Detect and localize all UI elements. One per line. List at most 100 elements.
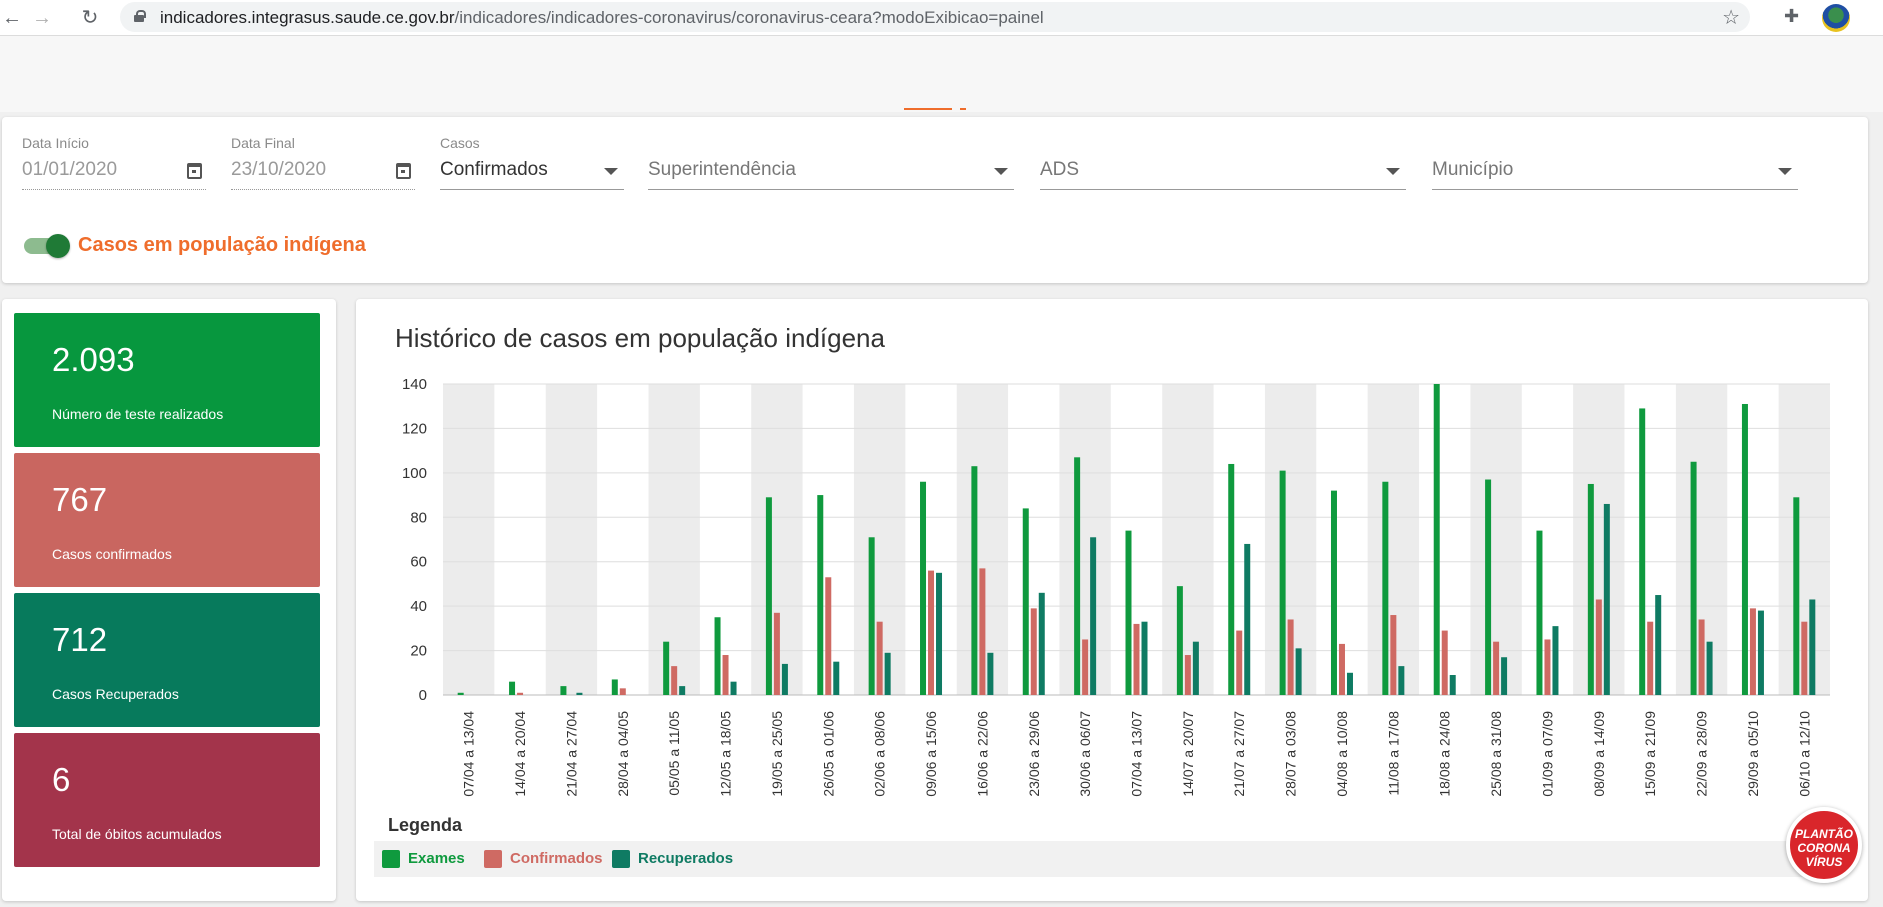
calendar-icon[interactable] — [396, 163, 411, 179]
x-tick-label: 12/05 a 18/05 — [718, 711, 734, 797]
superintendencia-placeholder[interactable]: Superintendência — [648, 159, 796, 180]
municipio-label-spacer — [1432, 135, 1798, 153]
bar-confirmados — [1595, 599, 1602, 695]
bar-recuperados — [1346, 672, 1353, 695]
indigenous-toggle[interactable] — [24, 234, 70, 258]
card-value: 712 — [52, 621, 108, 658]
bar-confirmados — [825, 577, 832, 695]
toggle-knob[interactable] — [46, 234, 70, 258]
bar-recuperados — [936, 572, 943, 695]
page-header-strip — [0, 36, 1883, 112]
bar-confirmados — [1493, 641, 1500, 695]
profile-avatar[interactable] — [1822, 4, 1850, 32]
chevron-down-icon[interactable] — [1778, 168, 1792, 175]
data-inicio-label: Data Início — [22, 135, 89, 151]
casos-value[interactable]: Confirmados — [440, 159, 548, 180]
x-tick-label: 26/05 a 01/06 — [820, 711, 836, 797]
superintendencia-select[interactable]: Superintendência — [648, 135, 1014, 190]
chart-band — [443, 384, 495, 695]
chart-band — [648, 384, 700, 695]
back-arrow-icon[interactable]: ← — [2, 7, 22, 29]
bookmark-star-icon[interactable]: ☆ — [1722, 7, 1740, 29]
casos-select[interactable]: Casos Confirmados — [440, 135, 624, 190]
bar-exames — [1587, 483, 1594, 695]
legend-swatch — [612, 850, 630, 868]
ads-label-spacer — [1040, 135, 1406, 153]
bar-exames — [920, 481, 927, 695]
extensions-puzzle-icon[interactable]: ✚ — [1784, 6, 1800, 26]
x-tick-label: 29/09 a 05/10 — [1745, 711, 1761, 797]
municipio-select[interactable]: Município — [1432, 135, 1798, 190]
header-accent-line — [904, 108, 952, 110]
toggle-label[interactable]: Casos em população indígena — [78, 234, 366, 256]
chevron-down-icon[interactable] — [604, 168, 618, 175]
y-tick-label: 60 — [410, 554, 427, 571]
card-label: Casos confirmados — [52, 546, 172, 562]
y-tick-label: 80 — [410, 509, 427, 526]
calendar-icon[interactable] — [187, 163, 202, 179]
bar-recuperados — [1706, 641, 1713, 695]
bar-recuperados — [576, 692, 583, 695]
ads-placeholder[interactable]: ADS — [1040, 159, 1080, 180]
bar-exames — [1330, 490, 1337, 695]
filters-panel: Data Início 01/01/2020 Data Final 23/10/… — [2, 117, 1868, 283]
y-tick-label: 20 — [410, 643, 427, 660]
bar-recuperados — [1501, 657, 1508, 695]
ads-select[interactable]: ADS — [1040, 135, 1406, 190]
card-recuperados: 712 Casos Recuperados — [14, 593, 320, 727]
y-tick-label: 0 — [419, 687, 427, 704]
address-bar[interactable]: indicadores.integrasus.saude.ce.gov.br/i… — [120, 2, 1750, 32]
bar-confirmados — [1082, 639, 1089, 695]
bar-recuperados — [1038, 592, 1045, 695]
x-tick-label: 16/06 a 22/06 — [974, 711, 990, 797]
chart-panel: Histórico de casos em população indígena… — [356, 299, 1868, 901]
bar-recuperados — [1603, 503, 1610, 695]
chart-band — [545, 384, 598, 695]
bar-exames — [1741, 403, 1748, 695]
chevron-down-icon[interactable] — [1386, 168, 1400, 175]
bar-confirmados — [1647, 621, 1654, 695]
url-text[interactable]: indicadores.integrasus.saude.ce.gov.br/i… — [160, 8, 1044, 28]
y-tick-label: 40 — [410, 598, 427, 615]
legend-label: Confirmados — [510, 850, 603, 867]
x-tick-label: 23/06 a 29/06 — [1026, 711, 1042, 797]
url-host: indicadores.integrasus.saude.ce.gov.br — [160, 8, 455, 27]
data-final-label: Data Final — [231, 135, 295, 151]
x-tick-label: 08/09 a 14/09 — [1591, 711, 1607, 797]
bar-exames — [457, 692, 464, 695]
plantao-corona-virus-badge[interactable]: PLANTÃO CORONA VÍRUS — [1786, 807, 1862, 883]
data-final-field[interactable]: Data Final 23/10/2020 — [231, 135, 415, 190]
bar-exames — [1176, 586, 1183, 695]
legend-swatch — [484, 850, 502, 868]
bar-chart: 0 20 40 60 80 100 120 140 07/04 a 13/04 14/04 a 2… — [402, 376, 1830, 797]
bar-recuperados — [1398, 666, 1405, 695]
bar-recuperados — [1809, 599, 1816, 695]
x-tick-label: 30/06 a 06/07 — [1077, 711, 1093, 797]
reload-icon[interactable]: ↻ — [81, 7, 99, 29]
bar-confirmados — [928, 570, 935, 695]
bar-confirmados — [1184, 655, 1191, 695]
x-tick-label: 15/09 a 21/09 — [1642, 711, 1658, 797]
bar-exames — [1793, 497, 1800, 695]
card-label: Casos Recuperados — [52, 686, 179, 702]
x-tick-label: 01/09 a 07/09 — [1539, 711, 1555, 797]
municipio-placeholder[interactable]: Município — [1432, 159, 1514, 180]
data-inicio-field[interactable]: Data Início 01/01/2020 — [22, 135, 206, 190]
bar-recuperados — [833, 661, 840, 695]
bar-confirmados — [1544, 639, 1551, 695]
bar-exames — [1382, 481, 1389, 695]
bar-exames — [1690, 461, 1697, 695]
bar-recuperados — [1192, 641, 1199, 695]
card-label: Número de teste realizados — [52, 406, 224, 422]
card-obitos: 6 Total de óbitos acumulados — [14, 733, 320, 867]
forward-arrow-icon[interactable]: → — [32, 7, 52, 29]
x-tick-label: 28/04 a 04/05 — [615, 711, 631, 797]
x-tick-label: 28/07 a 03/08 — [1283, 711, 1299, 797]
chevron-down-icon[interactable] — [994, 168, 1008, 175]
data-inicio-value[interactable]: 01/01/2020 — [22, 159, 118, 180]
x-tick-label: 07/04 a 13/07 — [1129, 711, 1145, 797]
field-underline — [22, 189, 206, 190]
data-final-value[interactable]: 23/10/2020 — [231, 159, 327, 180]
bar-recuperados — [679, 686, 686, 695]
bar-confirmados — [671, 666, 678, 695]
